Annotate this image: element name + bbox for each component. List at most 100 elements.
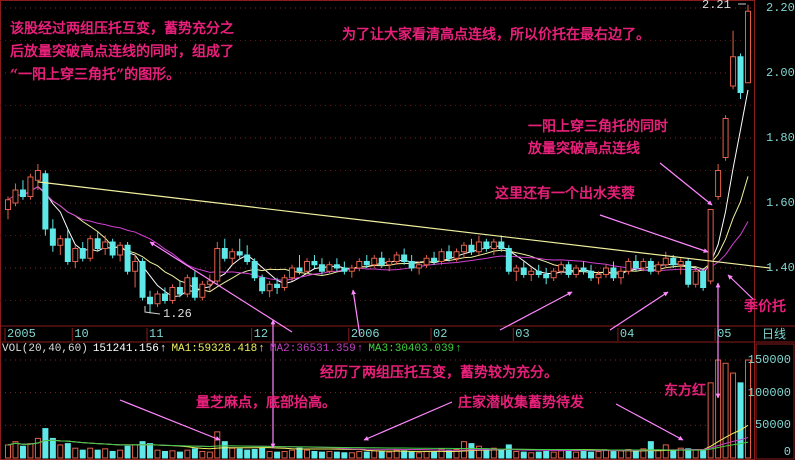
candle-body	[737, 56, 744, 93]
date-tick-label: 10	[74, 327, 89, 341]
volume-value-group: 151241.156 ↑	[93, 343, 167, 356]
volume-bar	[513, 450, 520, 459]
volume-bar	[5, 444, 11, 459]
candle-body	[72, 248, 79, 262]
annotation-dealer: 庄家潜收集蓄势待发	[458, 395, 584, 411]
candle-body	[303, 261, 310, 272]
candle-body	[274, 283, 281, 288]
volume-bar	[57, 444, 64, 459]
candle-body	[42, 173, 49, 230]
candlesticks	[5, 4, 751, 314]
candle-body	[176, 287, 183, 295]
candle-body	[431, 257, 438, 262]
candle-body	[550, 270, 557, 279]
date-tick-label: 2005	[7, 327, 36, 341]
candle-body	[565, 264, 572, 275]
volume-bar	[550, 451, 557, 459]
volume-bar	[707, 382, 714, 459]
candle-body	[191, 277, 198, 298]
annotation-accumulate: 经历了两组压托互变，蓄势较为充分。	[320, 365, 558, 381]
candle-body	[580, 267, 587, 272]
volume-bar	[251, 449, 258, 459]
arrow	[727, 274, 755, 301]
annotation-intro: 该股经过两组压托互变，蓄势充分之 后放量突破高点连线的同时，组成了 “一阳上穿三…	[10, 21, 234, 83]
volume-bar	[169, 450, 176, 459]
candle-body	[438, 251, 445, 262]
volume-ma1: MA1:59328.418	[171, 343, 258, 355]
candle-body	[640, 261, 647, 269]
volume-bar	[416, 452, 423, 459]
candle-body	[617, 270, 624, 279]
volume-bar	[505, 444, 512, 459]
volume-bar	[326, 450, 333, 459]
volume-bar	[543, 450, 550, 459]
candle-body	[423, 257, 430, 266]
candle-body	[184, 277, 191, 295]
candle-body	[745, 10, 751, 84]
candle-body	[124, 244, 131, 272]
volume-ma3-line	[7, 439, 749, 451]
volume-bar	[662, 444, 669, 459]
candle-body	[34, 170, 41, 181]
arrow	[351, 289, 361, 337]
candle-body	[535, 270, 542, 275]
candle-body	[513, 267, 520, 272]
volume-ma3: MA3:30403.039	[368, 343, 455, 355]
candle-body	[483, 241, 490, 249]
candle-body	[632, 261, 639, 269]
arrow	[149, 241, 293, 333]
annotation-volume-dots: 量芝麻点，底部抬高。	[196, 395, 336, 411]
volume-bar	[655, 449, 662, 459]
candle-body	[677, 261, 684, 266]
volume-bar	[274, 451, 281, 459]
date-tick-label: 2006	[350, 327, 380, 341]
annotation-breakout: 一阳上穿三角托的同时 放量突破高点连线	[528, 119, 668, 157]
price-tick-label: 2.00	[766, 66, 795, 80]
arrow	[499, 291, 573, 331]
candle-body	[670, 257, 677, 266]
volume-bar	[490, 447, 497, 459]
volume-bar	[289, 449, 296, 459]
arrow	[659, 162, 713, 206]
volume-bar	[303, 449, 310, 459]
volume-bar	[341, 452, 348, 459]
annotation-arrows	[119, 162, 755, 449]
volume-bar	[498, 449, 505, 459]
volume-bar	[94, 449, 101, 459]
candle-body	[281, 277, 288, 288]
volume-ma2-line	[7, 437, 749, 452]
candle-body	[5, 199, 11, 210]
volume-bar	[27, 443, 34, 459]
volume-bar	[378, 450, 385, 459]
price-tick-label: 1.40	[766, 261, 795, 275]
volume-bar	[348, 452, 355, 459]
candle-body	[647, 261, 654, 272]
annotation-east-red: 东方红	[664, 383, 706, 399]
candle-body	[296, 267, 303, 272]
candle-body	[573, 267, 580, 275]
candle-body	[333, 264, 340, 269]
candle-body	[19, 189, 26, 197]
candle-body	[356, 261, 363, 269]
volume-tick-label: 150000	[747, 353, 791, 367]
price-ma-long-line	[7, 186, 749, 282]
volume-bar	[595, 450, 602, 459]
volume-bar	[535, 451, 542, 459]
candle-body	[416, 264, 423, 269]
volume-bar	[19, 445, 26, 459]
volume-tick-label: 50000	[754, 418, 791, 433]
candle-body	[386, 261, 393, 266]
volume-bar	[176, 451, 183, 459]
volume-bar	[244, 449, 251, 459]
candle-body	[348, 267, 355, 272]
candle-body	[558, 264, 565, 272]
period-label[interactable]: 日线	[762, 327, 787, 341]
arrow	[599, 214, 709, 253]
candle-body	[206, 280, 213, 285]
candle-body	[475, 241, 482, 253]
low-label-leader	[144, 306, 161, 315]
volume-bar	[199, 450, 206, 459]
date-tick-label: 12	[253, 327, 269, 341]
volume-bar	[520, 451, 527, 459]
volume-bar	[371, 450, 378, 459]
